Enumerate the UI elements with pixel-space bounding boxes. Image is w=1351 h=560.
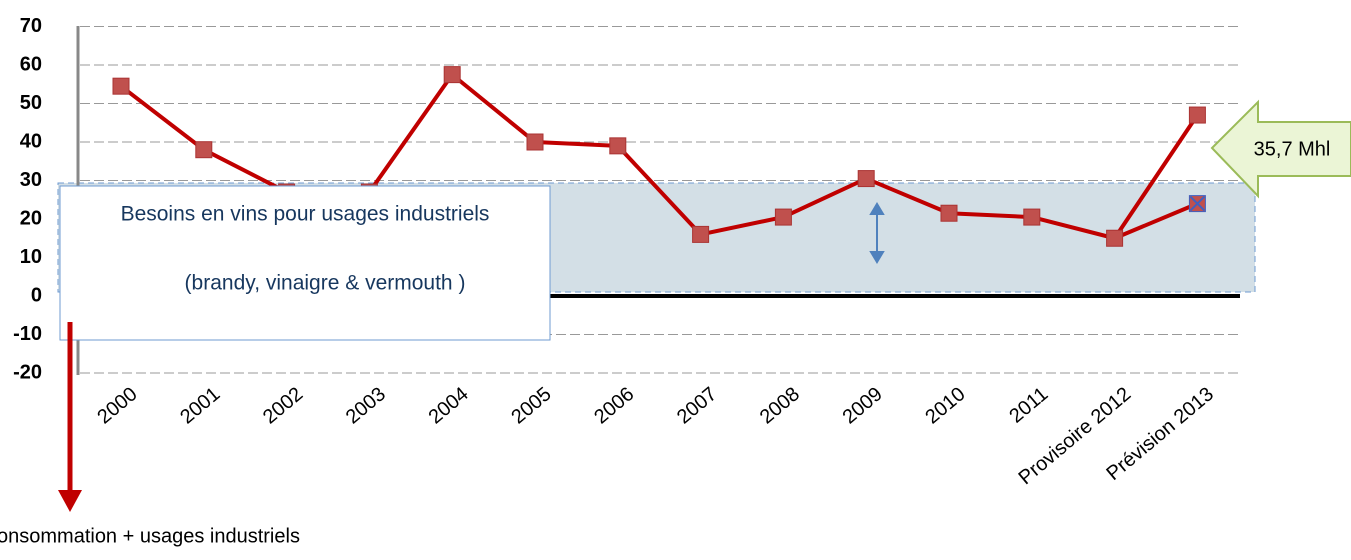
- marker-cross: [1189, 195, 1206, 212]
- x-tick-label: 2001: [176, 383, 224, 428]
- marker: [1023, 208, 1041, 226]
- y-tick-label: 20: [20, 207, 42, 229]
- marker: [195, 141, 213, 159]
- y-tick-label: 30: [20, 169, 42, 191]
- series-line: [1113, 201, 1199, 241]
- x-tick-label: 2004: [425, 383, 473, 428]
- x-tick-label: 2006: [590, 383, 638, 428]
- x-tick-label: 2011: [1005, 383, 1052, 428]
- y-tick-label: 40: [20, 130, 42, 152]
- marker: [526, 133, 544, 151]
- marker: [774, 208, 792, 226]
- annotation-text: Besoins en vins pour usages industriels: [121, 203, 490, 226]
- y-tick-label: 70: [20, 15, 42, 37]
- y-tick-label: -10: [13, 323, 42, 345]
- x-tick-label: 2008: [756, 383, 804, 428]
- x-tick-label: 2010: [921, 383, 969, 428]
- callout-text: 35,7 Mhl: [1254, 138, 1331, 160]
- x-tick-label: 2002: [259, 383, 307, 428]
- double-arrow: [869, 202, 885, 264]
- marker: [1188, 106, 1206, 124]
- red-arrow: [58, 322, 82, 512]
- x-tick-label: 2000: [93, 383, 141, 428]
- y-tick-label: -20: [13, 361, 42, 383]
- note-text: onsommation + usages industriels: [0, 525, 300, 547]
- annotation-box: [59, 185, 551, 341]
- x-tick-label: 2005: [507, 383, 555, 428]
- marker: [112, 77, 130, 95]
- marker: [609, 137, 627, 155]
- y-tick-label: 10: [20, 246, 42, 268]
- marker: [857, 170, 875, 188]
- marker: [692, 225, 710, 243]
- marker: [940, 204, 958, 222]
- x-tick-label: 2007: [673, 383, 721, 428]
- callout-arrow: [1210, 99, 1351, 199]
- marker: [443, 66, 461, 84]
- x-tick-label: 2003: [342, 383, 390, 428]
- marker: [1106, 229, 1124, 247]
- y-tick-label: 50: [20, 92, 42, 114]
- x-tick-label: 2009: [839, 383, 887, 428]
- y-tick-label: 60: [20, 53, 42, 75]
- y-tick-label: 0: [31, 284, 42, 306]
- annotation-text: (brandy, vinaigre & vermouth ): [185, 272, 466, 295]
